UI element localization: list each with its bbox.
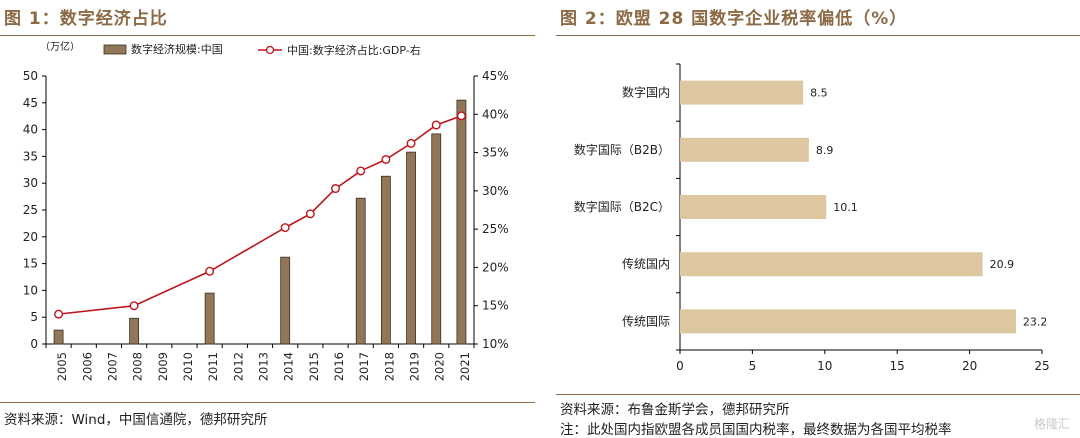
category-label: 数字国际（B2B） [574,142,670,157]
watermark-logo: 格隆汇 [1033,417,1070,431]
x-tick-label: 2015 [307,352,321,381]
x-tick-label: 20 [962,359,977,373]
x-tick-label: 2007 [105,352,119,381]
bar-2021 [456,99,467,345]
bar-2011 [204,292,215,345]
line-point-2021 [456,111,466,121]
x-tick-label: 2010 [181,352,195,381]
left-y-tick-label: 0 [30,337,38,351]
right-y-tick-label: 20% [482,260,509,274]
x-tick-label: 15 [890,359,905,373]
line-point-2008 [129,301,139,311]
bar-3 [680,195,827,219]
category-label: 数字国际（B2C） [574,199,670,214]
legend-line-marker [265,45,275,55]
bar-1 [680,80,804,105]
line-point-2016 [331,184,341,194]
line-point-2017 [356,166,366,176]
x-tick-label: 10 [817,359,832,373]
bar-2019 [406,151,416,345]
line-point-2011 [205,266,215,276]
x-tick-label: 2020 [433,352,447,381]
right-y-tick-label: 30% [482,184,509,198]
figure-1-title-rule [0,35,535,36]
legend-bar-swatch [103,44,127,55]
line-point-2019 [406,138,416,148]
category-label: 数字国内 [622,85,670,100]
category-label: 传统国际 [622,313,670,328]
figure-2-title-rule [556,35,1080,36]
figure-2-source: 资料来源：布鲁金斯学会，德邦研究所 [560,402,790,418]
line-point-2018 [381,154,391,164]
left-y-tick-label: 50 [23,69,38,83]
x-tick-label: 2017 [357,352,371,381]
bar-2005 [53,329,64,345]
figure-2-panel: 图 2：欧盟 28 国数字企业税率偏低（%） 数字国内 8.5 数字国际（B2B） 8… [556,0,1080,438]
bar-2014 [280,256,291,345]
figure-1-title: 图 1：数字经济占比 [4,9,168,29]
bar-4 [680,252,983,277]
data-label: 20.9 [990,258,1015,271]
x-tick-label: 2012 [231,352,245,381]
x-tick-label: 25 [1034,359,1049,373]
bar-2017 [355,197,366,345]
x-tick-label: 2019 [408,352,422,381]
left-y-tick-label: 40 [23,123,38,137]
right-y-tick-label: 40% [482,107,509,121]
left-y-tick-label: 45 [23,96,38,110]
x-tick-label: 2013 [257,352,271,381]
right-y-tick-label: 35% [482,146,509,160]
bar-2018 [380,175,391,345]
figure-1-source: 资料来源：Wind，中国信通院，德邦研究所 [4,412,268,428]
x-tick-label: 2008 [131,352,145,381]
x-tick-label: 2018 [382,352,396,381]
right-y-tick-label: 15% [482,299,509,313]
line-point-2020 [431,120,441,130]
left-y-tick-label: 10 [23,283,38,297]
figure-1-source-rule [0,402,535,403]
x-tick-label: 2009 [156,352,170,381]
figure-2-note: 注：此处国内指欧盟各成员国国内税率，最终数据为各国平均税率 [560,422,952,438]
figure-1-panel: 图 1：数字经济占比 （万亿） 数字经济规模:中国 中国:数字经济占比:GDP-右 5… [0,0,535,438]
left-y-tick-label: 15 [23,257,38,271]
x-tick-label: 2014 [282,352,296,381]
data-label: 8.9 [816,144,834,157]
x-tick-label: 2021 [458,352,472,381]
line-point-2014 [280,223,290,233]
category-label: 传统国内 [622,256,670,271]
x-tick-label: 2016 [332,352,346,381]
x-tick-label: 2006 [80,352,94,381]
figure-2-title: 图 2：欧盟 28 国数字企业税率偏低（%） [560,9,908,29]
figure-1-chart: （万亿） 数字经济规模:中国 中国:数字经济占比:GDP-右504540353025… [23,40,509,381]
data-label: 8.5 [810,87,828,100]
x-tick-label: 5 [749,359,757,373]
figure-2-chart: 数字国内 8.5 数字国际（B2B） 8.9 数字国际（B2C） 10.1 传统国内 20.9… [574,63,1050,373]
left-axis-unit-label: （万亿） [40,40,80,53]
bar-2008 [129,317,140,345]
bar-5 [680,309,1016,334]
x-tick-label: 0 [676,359,684,373]
left-y-tick-label: 20 [23,230,38,244]
figure-2-source-rule [556,394,1080,395]
right-y-tick-label: 10% [482,337,509,351]
line-series-gdp-share [58,115,462,315]
data-label: 23.2 [1023,315,1048,328]
left-y-tick-label: 35 [23,149,38,163]
line-point-2015 [305,209,315,219]
line-point-2005 [54,309,64,319]
left-y-tick-label: 30 [23,176,38,190]
right-y-tick-label: 25% [482,222,509,236]
left-y-tick-label: 25 [23,203,38,217]
x-tick-label: 2011 [206,352,220,381]
x-tick-label: 2005 [55,352,69,381]
legend-bar-label: 数字经济规模:中国 [131,42,223,56]
legend-line-label: 中国:数字经济占比:GDP-右 [287,43,421,57]
bar-2020 [431,133,442,345]
left-y-tick-label: 5 [30,310,38,324]
data-label: 10.1 [833,201,858,214]
bar-2 [680,137,809,162]
right-y-tick-label: 45% [482,69,509,83]
